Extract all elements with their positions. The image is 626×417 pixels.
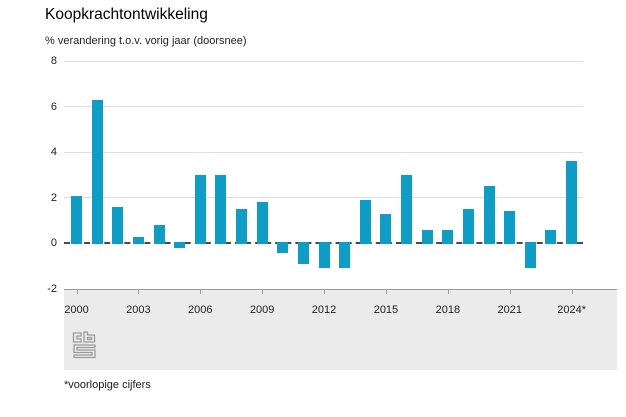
x-tick-label-2012: 2012: [311, 304, 337, 316]
x-tick-label-2006: 2006: [188, 304, 213, 316]
bar-2012: [318, 242, 330, 269]
bar-2008: [236, 209, 248, 245]
x-tick-2000: [76, 290, 78, 294]
x-tick-2018: [447, 290, 449, 294]
y-tick-label-6: 6: [50, 100, 57, 113]
bar-2000: [71, 195, 82, 245]
x-tick-2021: [509, 290, 511, 294]
bar-2006: [194, 175, 206, 245]
bar-2010: [277, 242, 289, 253]
bar-2024: [566, 161, 578, 245]
bar-2016: [401, 175, 413, 245]
y-tick-label-2: 2: [50, 191, 57, 204]
bar-2001: [91, 99, 103, 245]
footnote: *voorlopige cijfers: [64, 379, 151, 391]
y-tick-label-0: 0: [50, 237, 57, 250]
bar-2021: [504, 211, 516, 245]
bar-2018: [442, 229, 454, 245]
x-tick-label-2015: 2015: [373, 304, 399, 316]
bar-2020: [483, 186, 495, 245]
bar-2017: [421, 229, 433, 245]
cbs-logo-icon: [72, 331, 96, 359]
bar-2014: [359, 200, 371, 245]
x-tick-2003: [138, 290, 140, 294]
x-tick-label-2018: 2018: [435, 304, 461, 316]
x-tick-label-2003: 2003: [126, 304, 151, 316]
bar-2003: [132, 236, 144, 245]
bar-2004: [153, 225, 165, 245]
bar-2009: [256, 202, 268, 245]
gridline-8: [64, 60, 583, 62]
gridline-2: [64, 197, 583, 199]
x-tick-2006: [200, 290, 202, 294]
x-axis-band: [64, 289, 617, 370]
bar-2005: [174, 242, 186, 248]
y-tick-label-8: 8: [50, 55, 57, 67]
chart-subtitle: % verandering t.o.v. vorig jaar (doorsne…: [45, 35, 247, 47]
bar-2019: [462, 209, 474, 245]
bar-2002: [112, 206, 124, 245]
bar-2015: [380, 213, 392, 245]
gridline-6: [64, 106, 583, 108]
bar-2007: [215, 175, 227, 245]
bar-2023: [545, 229, 557, 245]
x-tick-label-2009: 2009: [249, 304, 275, 316]
x-tick-label-2000: 2000: [64, 304, 89, 316]
x-tick-2024: [571, 290, 573, 294]
bar-2022: [524, 242, 536, 269]
y-tick-label--2: -2: [47, 283, 57, 295]
gridline-4: [64, 151, 583, 153]
x-tick-label-2024: 2024*: [557, 304, 586, 316]
chart-title: Koopkrachtontwikkeling: [45, 6, 208, 23]
y-tick-label-4: 4: [50, 146, 57, 159]
x-tick-2009: [262, 290, 264, 294]
x-tick-label-2021: 2021: [497, 304, 522, 316]
x-tick-2012: [324, 290, 326, 294]
x-tick-2015: [385, 290, 387, 294]
bar-2011: [297, 242, 309, 264]
bar-2013: [339, 242, 351, 269]
